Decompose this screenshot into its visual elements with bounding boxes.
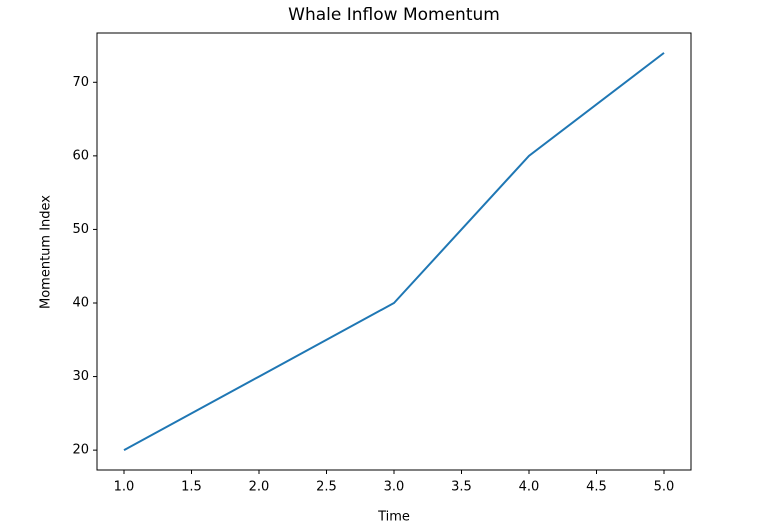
x-tick-label: 2.5: [316, 480, 337, 495]
y-tick-label: 30: [72, 369, 89, 384]
line-series: [123, 52, 665, 452]
y-axis-label: Momentum Index: [39, 195, 54, 309]
y-tick-label: 20: [72, 443, 89, 458]
y-tick-label: 50: [72, 222, 89, 237]
x-tick-label: 5.0: [654, 480, 675, 495]
x-tick-label: 3.0: [384, 480, 405, 495]
y-tick-label: 70: [72, 75, 89, 90]
x-tick-label: 4.0: [519, 480, 540, 495]
x-tick-label: 3.5: [451, 480, 472, 495]
plot-frame: [96, 32, 692, 471]
x-axis-label: Time: [377, 510, 410, 525]
y-tick-label: 40: [72, 295, 89, 310]
x-tick-label: 1.0: [114, 480, 135, 495]
chart-title: Whale Inflow Momentum: [288, 5, 500, 25]
y-tick-label: 60: [72, 148, 89, 163]
x-tick-label: 4.5: [586, 480, 607, 495]
x-tick-label: 1.5: [181, 480, 202, 495]
x-tick-label: 2.0: [249, 480, 270, 495]
